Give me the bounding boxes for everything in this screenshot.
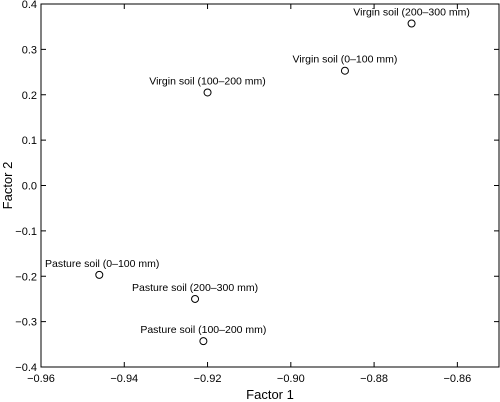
x-tick-label: −0.92 <box>194 373 222 385</box>
point-label: Pasture soil (0–100 mm) <box>45 258 159 270</box>
y-tick-label: 0.1 <box>22 135 37 147</box>
x-tick-label: −0.94 <box>110 373 138 385</box>
data-point <box>340 66 349 75</box>
data-point <box>191 294 200 303</box>
y-tick-label: −0.3 <box>15 317 37 329</box>
y-axis: −0.4 −0.3 −0.2 −0.1 0.0 0.1 0.2 0.3 0.4 <box>15 0 499 374</box>
data-point <box>95 270 104 279</box>
x-axis: −0.96 −0.94 −0.92 −0.90 −0.88 −0.86 <box>27 4 471 385</box>
x-axis-title: Factor 1 <box>246 387 294 402</box>
x-tick-label: −0.96 <box>27 373 55 385</box>
point-label: Virgin soil (0–100 mm) <box>293 54 398 66</box>
data-point <box>199 337 208 346</box>
point-label: Virgin soil (100–200 mm) <box>149 75 266 87</box>
y-tick-label: 0.2 <box>22 90 37 102</box>
y-tick-label: −0.1 <box>15 226 37 238</box>
point-label: Pasture soil (100–200 mm) <box>140 324 266 336</box>
x-tick-label: −0.86 <box>443 373 471 385</box>
y-axis-title: Factor 2 <box>0 162 15 210</box>
x-tick-label: −0.90 <box>277 373 305 385</box>
x-tick-label: −0.88 <box>360 373 388 385</box>
data-point <box>203 88 212 97</box>
plot-frame <box>40 3 500 368</box>
point-label: Virgin soil (200–300 mm) <box>353 7 470 19</box>
point-label: Pasture soil (200–300 mm) <box>132 282 258 294</box>
y-tick-label: 0.0 <box>22 181 37 193</box>
y-tick-label: 0.4 <box>22 0 37 11</box>
y-tick-label: −0.2 <box>15 271 37 283</box>
y-tick-label: −0.4 <box>15 362 37 374</box>
y-tick-label: 0.3 <box>22 44 37 56</box>
data-point <box>407 19 416 28</box>
data-points: Virgin soil (200–300 mm) Virgin soil (0–1… <box>45 7 470 346</box>
